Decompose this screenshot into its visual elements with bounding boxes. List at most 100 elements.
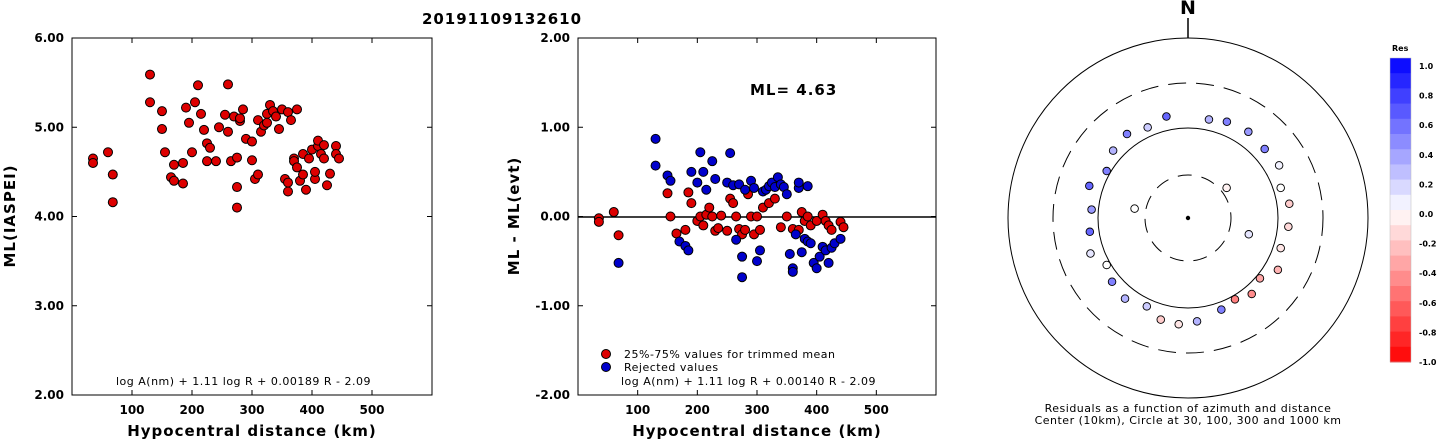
middle-point-s0 — [775, 222, 786, 233]
left-point-s0 — [169, 159, 179, 170]
left-point-s0 — [157, 106, 167, 117]
left-ytick-label: 4.00 — [34, 210, 64, 224]
colorbar-cell — [1390, 240, 1411, 257]
left-point-s0 — [301, 184, 311, 195]
left-point-s0 — [247, 136, 257, 147]
middle-point-s1 — [811, 263, 822, 274]
left-point-s0 — [184, 117, 194, 128]
middle-point-s1 — [725, 148, 736, 159]
middle-point-s0 — [680, 224, 691, 235]
left-point-s0 — [319, 140, 329, 151]
left-xtick-label: 200 — [179, 403, 204, 417]
colorbar-cell — [1390, 210, 1411, 226]
middle-point-s1 — [802, 181, 813, 192]
polar-point — [1222, 117, 1232, 127]
ml-annotation: ML= 4.63 — [750, 81, 837, 99]
middle-ytick-label: -2.00 — [535, 388, 570, 402]
colorbar-cell — [1390, 88, 1411, 105]
polar-point — [1192, 317, 1202, 326]
middle-point-s0 — [754, 224, 765, 235]
left-point-s0 — [286, 115, 296, 126]
left-xtick-label: 400 — [299, 403, 324, 417]
middle-point-s1 — [683, 245, 694, 256]
middle-point-s0 — [728, 198, 739, 209]
middle-point-s0 — [826, 224, 837, 235]
circle-100km — [1097, 127, 1279, 309]
middle-point-s1 — [613, 257, 624, 268]
polar-point — [1122, 129, 1132, 139]
middle-point-s0 — [740, 224, 751, 235]
middle-ytick-label: -1.00 — [535, 299, 570, 313]
left-point-s0 — [319, 153, 329, 164]
middle-point-s1 — [740, 184, 751, 195]
left-point-s0 — [205, 142, 215, 153]
figure-title: 20191109132610 — [422, 10, 582, 28]
colorbar-cell — [1390, 149, 1411, 165]
circle-1000km — [1007, 37, 1369, 399]
polar-panel: N Residuals as a function of azimuth and… — [1007, 0, 1369, 427]
legend-blue-label: Rejected values — [624, 361, 719, 374]
polar-point — [1156, 315, 1166, 324]
middle-point-s1 — [665, 175, 676, 186]
polar-point — [1142, 302, 1152, 311]
left-point-s0 — [223, 79, 233, 90]
colorbar-cell — [1390, 73, 1411, 89]
middle-point-s1 — [737, 272, 748, 283]
middle-xtick-label: 100 — [625, 403, 650, 417]
polar-caption-line1: Residuals as a function of azimuth and d… — [1045, 402, 1332, 415]
middle-point-s0 — [781, 211, 792, 222]
left-point-s0 — [232, 152, 242, 163]
colorbar-label: 0.8 — [1419, 92, 1434, 101]
polar-point — [1107, 277, 1117, 286]
polar-point — [1085, 181, 1094, 191]
colorbar-label: -1.0 — [1419, 358, 1437, 367]
epicenter-dot — [1185, 215, 1191, 221]
middle-point-s1 — [781, 189, 792, 200]
polar-point — [1274, 161, 1284, 170]
left-point-s0 — [202, 156, 212, 167]
middle-ytick-label: 0.00 — [540, 210, 570, 224]
left-point-s0 — [271, 111, 281, 122]
polar-caption-line2: Center (10km), Circle at 30, 100, 300 an… — [1035, 414, 1342, 427]
polar-point — [1260, 144, 1269, 154]
circle-300km — [1052, 82, 1324, 354]
middle-xtick-label: 400 — [804, 403, 829, 417]
middle-point-s1 — [793, 177, 804, 188]
middle-point-s1 — [835, 233, 846, 244]
middle-point-s0 — [613, 230, 624, 241]
middle-point-s1 — [796, 247, 807, 258]
middle-point-s1 — [814, 251, 825, 262]
middle-ylabel: ML - ML(evt) — [505, 157, 523, 275]
left-point-s0 — [283, 177, 293, 188]
middle-point-s1 — [692, 177, 703, 188]
left-point-s0 — [214, 122, 224, 133]
left-point-s0 — [181, 102, 191, 113]
left-point-s0 — [223, 126, 233, 137]
middle-point-s0 — [686, 198, 697, 209]
left-point-s0 — [107, 197, 118, 208]
left-point-s0 — [145, 69, 155, 80]
left-point-s0 — [196, 108, 206, 119]
polar-point — [1247, 289, 1256, 299]
middle-panel: 100 200 300 400 500 -2.00 -1.00 0.00 1.00 2.00 ML… — [505, 31, 937, 440]
middle-formula: log A(nm) + 1.11 log R + 0.00140 R - 2.0… — [621, 375, 876, 388]
colorbar-cell — [1390, 346, 1411, 363]
left-xtick-label: 300 — [239, 403, 264, 417]
left-point-s0 — [157, 124, 167, 135]
colorbar-cell — [1390, 286, 1411, 302]
left-xlabel: Hypocentral distance (km) — [127, 422, 377, 440]
left-point-s0 — [178, 157, 188, 168]
left-point-s0 — [232, 182, 242, 193]
colorbar-cell — [1390, 316, 1411, 333]
middle-point-s0 — [707, 211, 718, 222]
left-point-s0 — [292, 104, 302, 115]
circle-30km — [1144, 174, 1232, 262]
polar-point — [1244, 127, 1253, 137]
middle-xtick-label: 300 — [744, 403, 769, 417]
left-point-s0 — [235, 113, 245, 124]
left-point-s0 — [334, 153, 344, 164]
colorbar-cell — [1390, 331, 1411, 348]
left-point-s0 — [283, 186, 293, 197]
left-ytick-label: 2.00 — [34, 388, 64, 402]
middle-point-s1 — [754, 245, 765, 256]
